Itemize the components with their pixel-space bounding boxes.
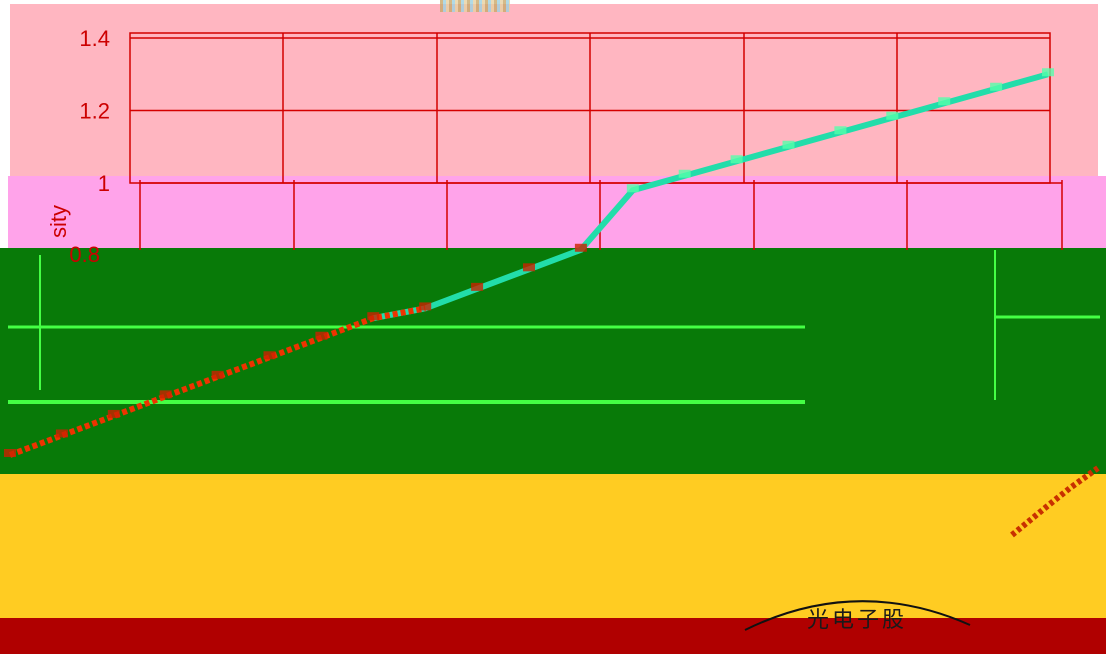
upper-panel-background (10, 4, 1098, 188)
green-gridlines (8, 250, 1100, 404)
data-point (107, 409, 120, 418)
series-line-yellow-panel (1010, 465, 1100, 538)
data-point (782, 140, 795, 149)
y-tick-label-0-8: 0.8 (69, 242, 100, 267)
data-point (886, 111, 899, 120)
series-line-upper (372, 71, 1049, 322)
data-point (471, 282, 484, 291)
data-point (523, 263, 535, 272)
data-point (263, 351, 276, 360)
data-point (159, 390, 172, 399)
y-tick-label: 1 (98, 171, 110, 196)
data-point (938, 97, 951, 106)
data-point (730, 155, 743, 164)
seal-arc (744, 600, 971, 631)
series-line-lower (8, 305, 426, 458)
data-point (1042, 68, 1054, 77)
data-point (315, 331, 328, 340)
data-point (419, 302, 432, 311)
data-point (574, 243, 587, 252)
dark-red-strip (0, 618, 1106, 654)
data-point (4, 449, 16, 457)
data-point (211, 370, 224, 379)
upper-gridlines (130, 33, 1050, 183)
data-point (626, 184, 639, 193)
magenta-panel-background (8, 176, 1106, 252)
y-axis-label-fragment: sity (46, 205, 71, 238)
data-point (834, 126, 847, 135)
data-point (678, 169, 691, 178)
y-tick-label: 1.4 (79, 26, 110, 51)
seal-stamp: 光电子股 (742, 600, 972, 658)
upper-y-tick-labels: 1.4 1.2 1 (79, 26, 110, 196)
seal-text: 光电子股 (806, 608, 907, 633)
magenta-gridlines (139, 180, 1063, 250)
data-point (367, 312, 380, 321)
data-point (55, 429, 68, 438)
data-point (990, 82, 1003, 91)
yellow-panel-background (0, 474, 1106, 624)
noise-artifact (440, 0, 510, 12)
data-points (4, 68, 1054, 457)
green-panel-background (0, 248, 1106, 474)
y-tick-label: 1.2 (79, 99, 110, 124)
